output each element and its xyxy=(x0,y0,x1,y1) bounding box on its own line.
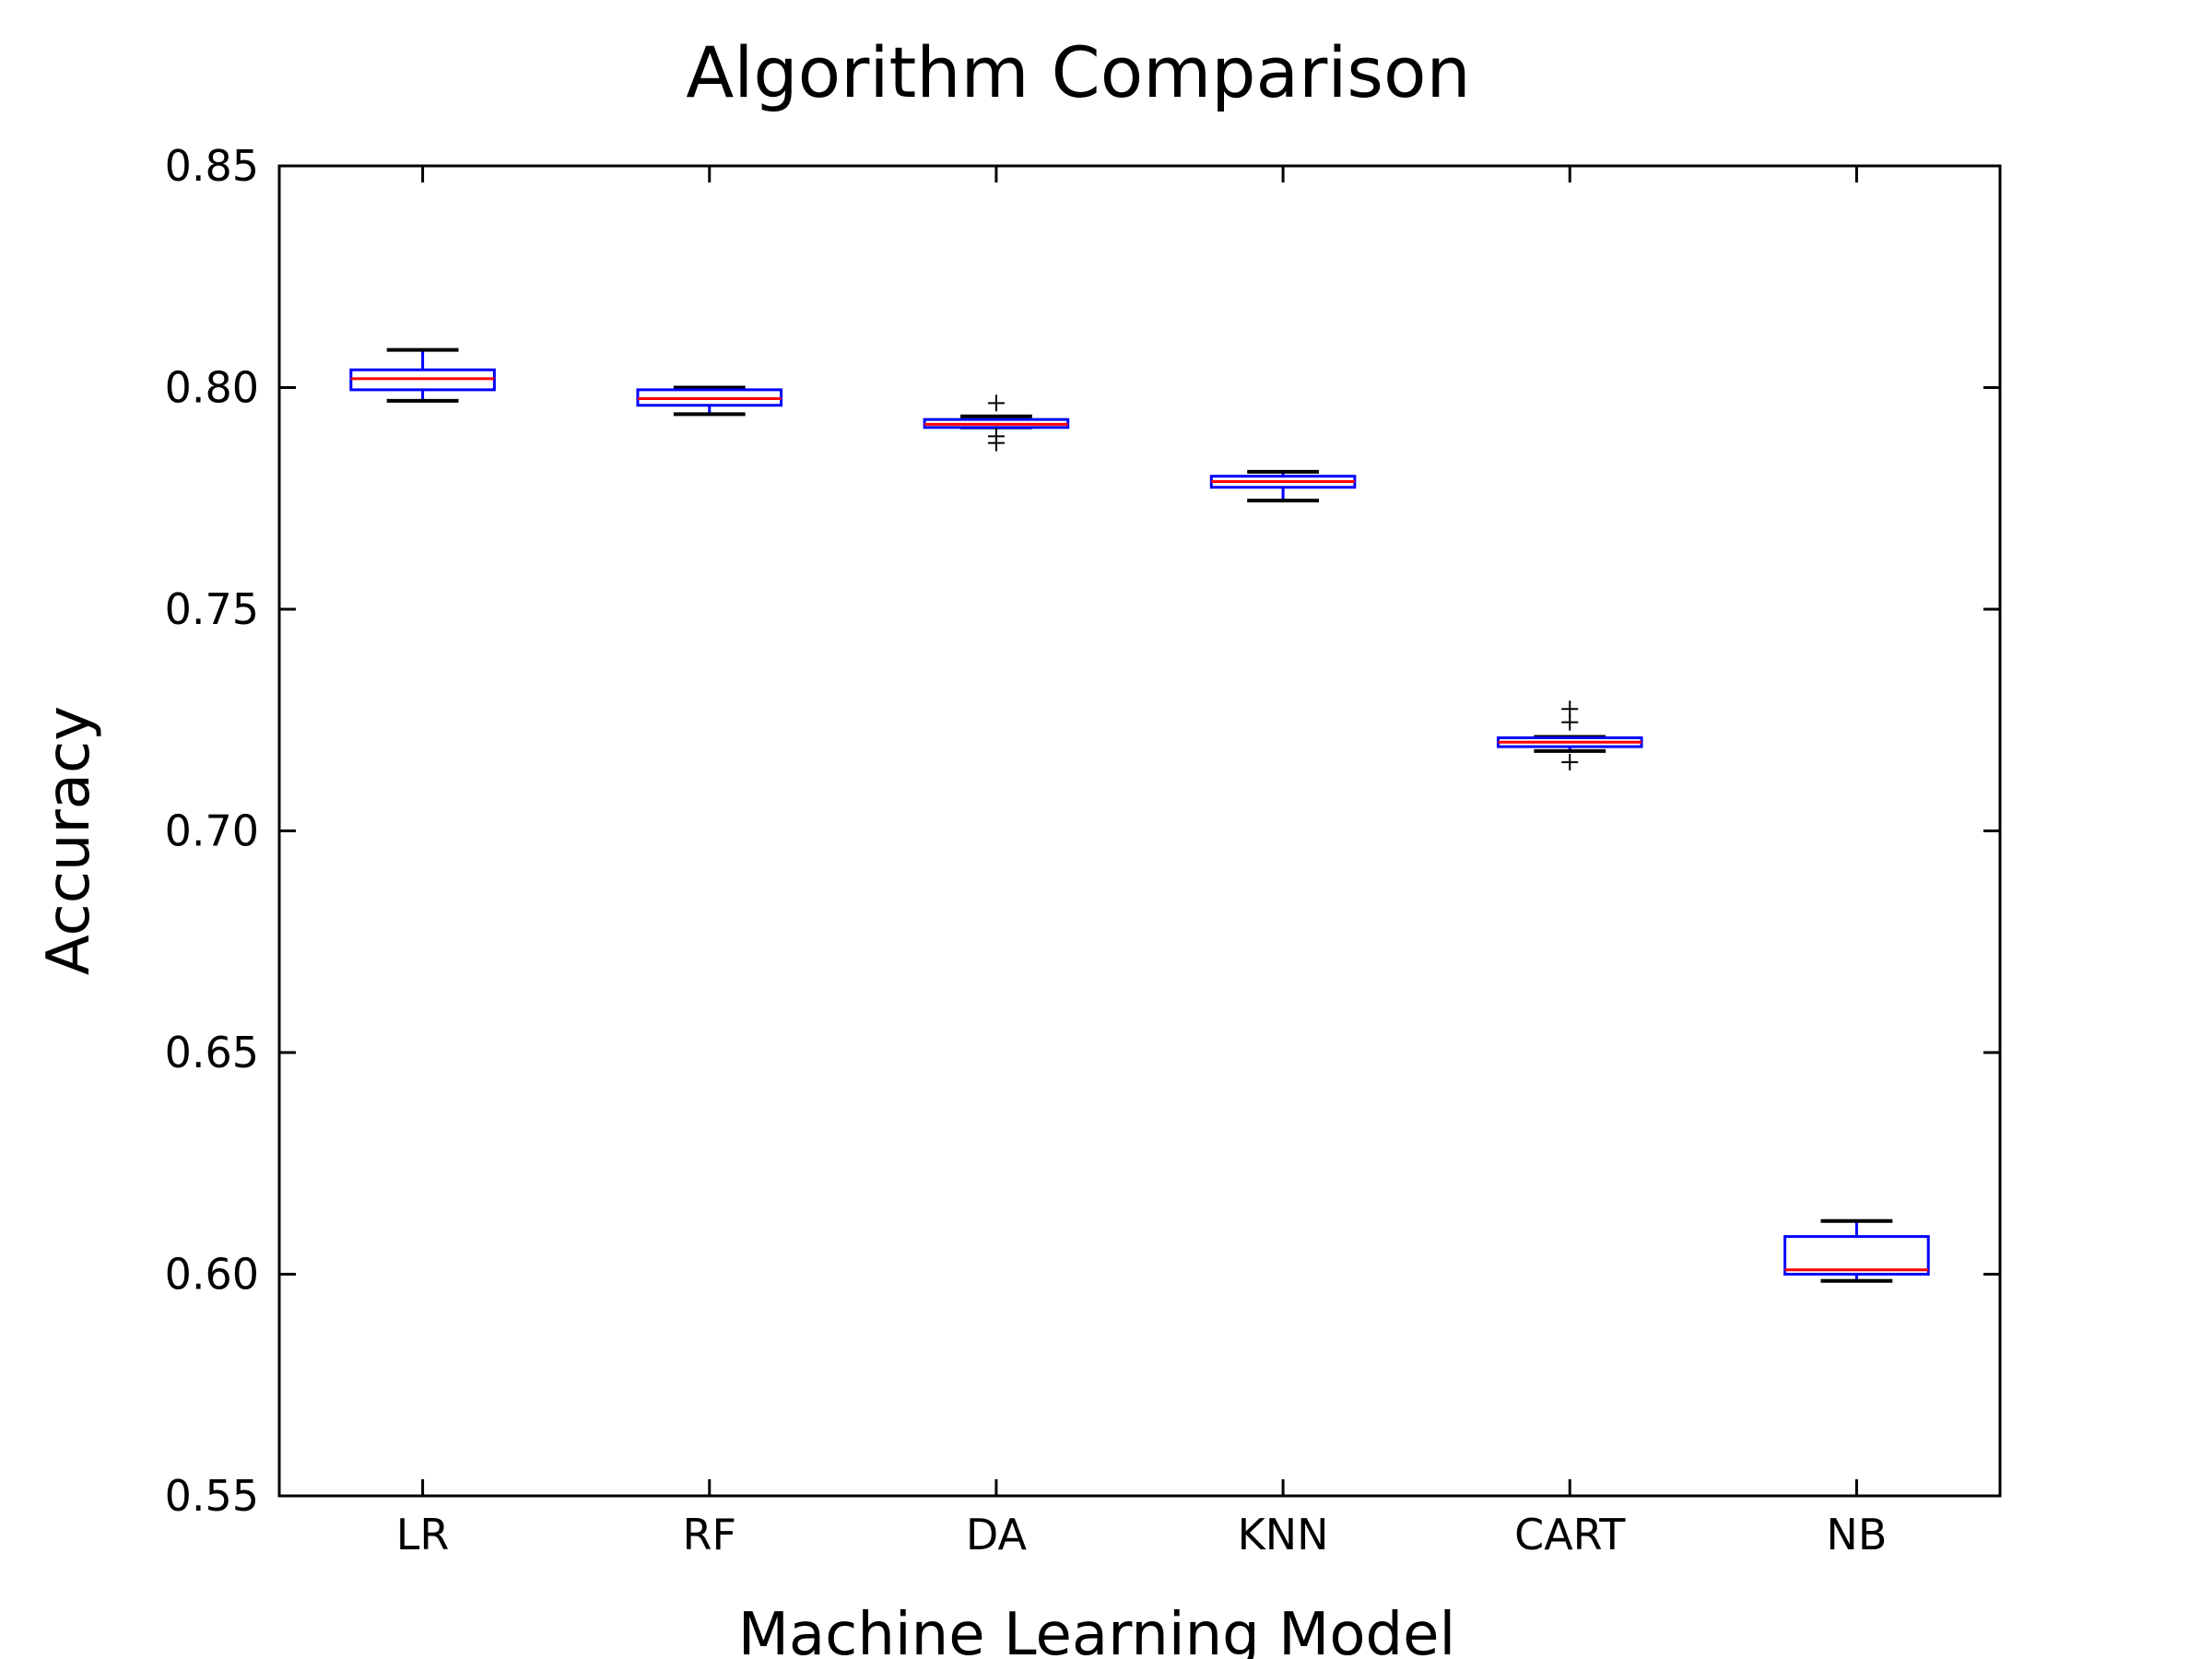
plot-area xyxy=(277,164,2002,1498)
x-tick-label: KNN xyxy=(1238,1510,1329,1559)
y-tick-label: 0.60 xyxy=(165,1250,259,1300)
box-nb xyxy=(1783,1218,1930,1283)
x-axis: LR RF DA KNN CART NB xyxy=(396,166,1887,1559)
outlier-marker xyxy=(987,394,1005,412)
box-lr xyxy=(349,347,496,403)
y-axis: 0.55 0.60 0.65 0.70 0.75 0.80 0.85 xyxy=(165,141,2000,1521)
y-tick-label: 0.85 xyxy=(165,141,259,191)
box-rf xyxy=(636,385,783,417)
y-tick-label: 0.55 xyxy=(165,1471,259,1521)
y-axis-label: Accuracy xyxy=(35,706,103,975)
box-series xyxy=(349,347,1930,1283)
box-cart xyxy=(1496,700,1643,771)
box-da xyxy=(923,394,1070,452)
y-tick-label: 0.80 xyxy=(165,363,259,413)
outlier-marker xyxy=(987,434,1005,452)
outlier-marker xyxy=(1561,713,1579,731)
y-tick-label: 0.75 xyxy=(165,584,259,634)
box-iqr xyxy=(1783,1235,1930,1276)
x-tick-label: CART xyxy=(1514,1510,1626,1559)
x-tick-label: LR xyxy=(396,1510,450,1559)
chart-title: Algorithm Comparison xyxy=(686,31,1470,113)
x-tick-label: NB xyxy=(1826,1510,1887,1559)
x-tick-label: RF xyxy=(683,1510,736,1559)
y-tick-label: 0.70 xyxy=(165,806,259,856)
box-knn xyxy=(1209,469,1357,503)
outlier-marker xyxy=(1561,753,1579,771)
x-axis-label: Machine Learning Model xyxy=(738,1601,1456,1659)
y-tick-label: 0.65 xyxy=(165,1028,259,1077)
x-tick-label: DA xyxy=(966,1510,1028,1559)
